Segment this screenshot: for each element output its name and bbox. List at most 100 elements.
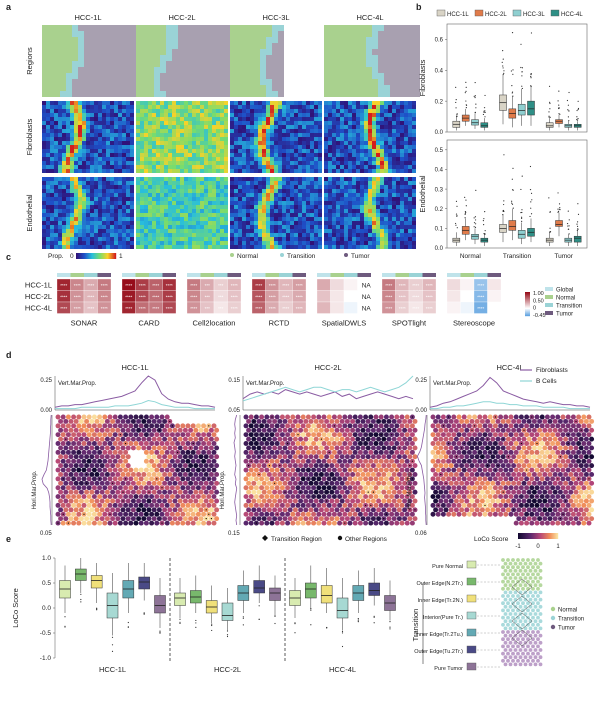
tissue-spot — [294, 185, 298, 189]
tissue-spot — [126, 153, 130, 157]
panel-a-col-label: HCC-4L — [356, 13, 383, 22]
colorbar-step — [525, 315, 530, 317]
tissue-spot — [364, 221, 368, 225]
tissue-spot — [86, 213, 90, 217]
tissue-spot — [208, 49, 214, 55]
tissue-spot — [122, 145, 126, 149]
tissue-spot — [122, 189, 126, 193]
tissue-spot — [262, 209, 266, 213]
tissue-spot — [272, 79, 278, 85]
tissue-spot — [384, 121, 388, 125]
tissue-spot — [142, 31, 148, 37]
tissue-spot — [90, 117, 94, 121]
box — [471, 119, 479, 126]
hex-spot — [201, 449, 207, 455]
tissue-spot — [242, 55, 248, 61]
tissue-spot — [340, 145, 344, 149]
tissue-spot — [78, 233, 82, 237]
tissue-spot — [74, 165, 78, 169]
tissue-spot — [148, 161, 152, 165]
tissue-spot — [366, 43, 372, 49]
hex-spot — [203, 427, 209, 433]
tissue-spot — [392, 137, 396, 141]
tissue-spot — [336, 133, 340, 137]
tissue-spot — [66, 213, 70, 217]
tissue-spot — [314, 129, 318, 133]
tissue-spot — [314, 91, 320, 97]
tissue-spot — [110, 189, 114, 193]
tissue-spot — [172, 237, 176, 241]
tissue-spot — [180, 209, 184, 213]
tissue-spot — [214, 43, 220, 49]
tissue-spot — [238, 241, 242, 245]
tissue-spot — [212, 113, 216, 117]
tissue-spot — [384, 37, 390, 43]
tissue-spot — [212, 129, 216, 133]
hex-spot — [84, 436, 90, 442]
tissue-spot — [388, 109, 392, 113]
tissue-spot — [90, 73, 96, 79]
tissue-spot — [192, 113, 196, 117]
tissue-spot — [376, 221, 380, 225]
tissue-spot — [96, 43, 102, 49]
tissue-spot — [234, 125, 238, 129]
tissue-spot — [372, 49, 378, 55]
tissue-spot — [242, 141, 246, 145]
significance-stars: **** — [60, 283, 67, 288]
tissue-spot — [336, 79, 342, 85]
tissue-spot — [126, 157, 130, 161]
tissue-spot — [234, 113, 238, 117]
tissue-spot — [208, 161, 212, 165]
tissue-spot — [230, 137, 234, 141]
tissue-spot — [344, 165, 348, 169]
tissue-spot — [114, 193, 118, 197]
tissue-spot — [196, 49, 202, 55]
tissue-spot — [348, 201, 352, 205]
tissue-spot — [230, 165, 234, 169]
hex-spot — [91, 423, 97, 429]
tissue-spot — [66, 161, 70, 165]
tissue-spot — [200, 217, 204, 221]
panel-a-col-label: HCC-2L — [168, 13, 195, 22]
tissue-spot — [404, 245, 408, 249]
tissue-spot — [90, 209, 94, 213]
tissue-spot — [360, 177, 364, 181]
hex-spot — [102, 441, 108, 446]
tissue-spot — [282, 197, 286, 201]
tissue-spot — [184, 213, 188, 217]
tissue-spot — [192, 141, 196, 145]
tissue-spot — [282, 141, 286, 145]
tissue-spot — [142, 67, 148, 73]
tissue-spot — [62, 165, 66, 169]
outlier — [557, 210, 560, 212]
tissue-spot — [58, 109, 62, 113]
tissue-spot — [262, 157, 266, 161]
tissue-spot — [266, 161, 270, 165]
tissue-spot — [302, 55, 308, 61]
hex-spot — [58, 454, 64, 460]
tissue-spot — [172, 117, 176, 121]
tissue-spot — [352, 161, 356, 165]
tissue-spot — [246, 141, 250, 145]
tissue-spot — [278, 79, 284, 85]
tissue-spot — [270, 201, 274, 205]
tissue-spot — [142, 37, 148, 43]
tissue-spot — [360, 185, 364, 189]
tissue-spot — [110, 165, 114, 169]
tissue-spot — [108, 85, 114, 91]
hex-spot — [115, 418, 121, 424]
tissue-spot — [352, 113, 356, 117]
tissue-spot — [360, 61, 366, 67]
tissue-spot — [94, 109, 98, 113]
tissue-spot — [258, 157, 262, 161]
tissue-spot — [368, 145, 372, 149]
tissue-spot — [348, 157, 352, 161]
tissue-spot — [148, 117, 152, 121]
tissue-spot — [250, 117, 254, 121]
outlier — [559, 113, 561, 115]
tissue-spot — [42, 181, 46, 185]
tissue-spot — [294, 133, 298, 137]
tissue-spot — [192, 133, 196, 137]
tissue-spot — [368, 197, 372, 201]
tissue-spot — [352, 169, 356, 173]
